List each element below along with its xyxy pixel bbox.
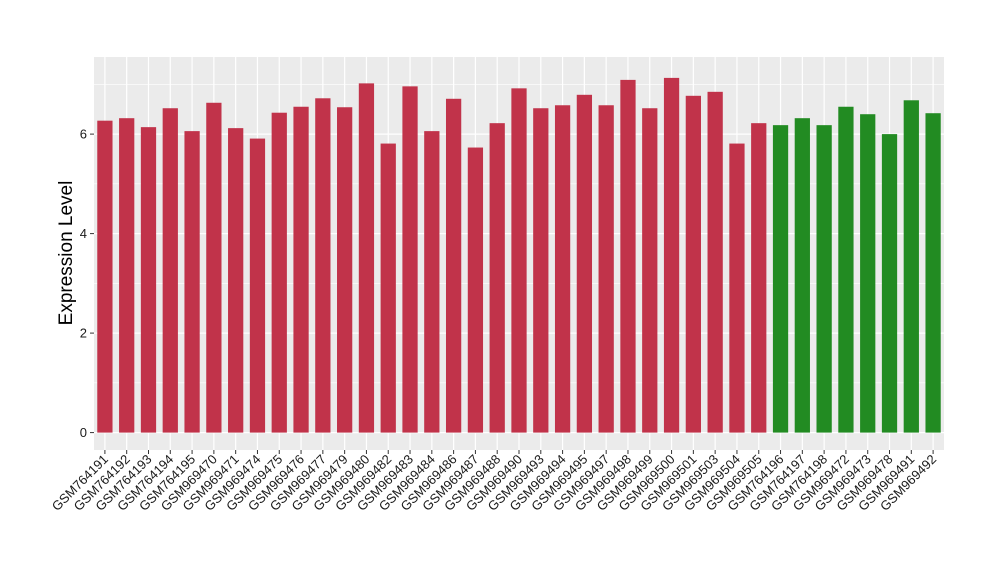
bar-GSM969487 <box>467 147 484 433</box>
bar-GSM969497 <box>598 105 614 433</box>
y-axis-title: Expression Level <box>56 181 77 326</box>
bar-GSM764197 <box>794 118 810 433</box>
bar-GSM969478 <box>881 134 898 433</box>
bar-GSM764195 <box>184 131 200 433</box>
bar-GSM969495 <box>576 94 593 433</box>
bar-GSM969490 <box>511 88 527 433</box>
bar-GSM764191 <box>97 120 113 433</box>
bars <box>97 77 941 433</box>
bar-GSM969505 <box>751 123 767 433</box>
bar-GSM969483 <box>402 86 418 433</box>
bar-GSM969491 <box>903 100 919 433</box>
bar-GSM969493 <box>533 108 549 433</box>
bar-GSM969482 <box>380 143 396 433</box>
y-tick-label: 2 <box>80 326 87 341</box>
bar-GSM764192 <box>119 118 135 433</box>
bar-GSM969472 <box>838 106 854 433</box>
bar-GSM969488 <box>489 123 505 433</box>
bar-GSM969470 <box>206 102 222 433</box>
bar-GSM764196 <box>772 125 789 433</box>
x-axis: GSM764191GSM764192GSM764193GSM764194GSM7… <box>49 450 939 514</box>
bar-GSM969500 <box>663 77 680 433</box>
y-tick-label: 4 <box>80 226 87 241</box>
bar-GSM969503 <box>707 91 723 433</box>
bar-GSM969498 <box>620 79 636 433</box>
bar-GSM969486 <box>445 98 462 433</box>
y-tick-label: 0 <box>80 425 87 440</box>
bar-GSM969477 <box>315 98 331 433</box>
bar-GSM969501 <box>685 95 701 433</box>
bar-GSM969480 <box>358 83 375 433</box>
bar-GSM969479 <box>337 107 353 433</box>
y-tick-label: 6 <box>80 127 87 142</box>
bar-GSM969499 <box>642 108 658 433</box>
bar-GSM969471 <box>228 128 244 433</box>
bar-GSM969484 <box>424 131 440 433</box>
bar-GSM764194 <box>162 108 178 433</box>
bar-GSM969492 <box>925 113 941 433</box>
bar-GSM969476 <box>293 106 309 433</box>
y-axis: 0 2 4 6 <box>80 127 94 440</box>
bar-GSM764193 <box>140 127 157 433</box>
bar-GSM969474 <box>249 138 266 433</box>
bar-GSM764198 <box>816 125 832 433</box>
bar-GSM969475 <box>271 112 287 433</box>
bar-GSM969473 <box>860 114 876 433</box>
bar-GSM969494 <box>554 105 571 433</box>
bar-GSM969504 <box>729 143 745 433</box>
